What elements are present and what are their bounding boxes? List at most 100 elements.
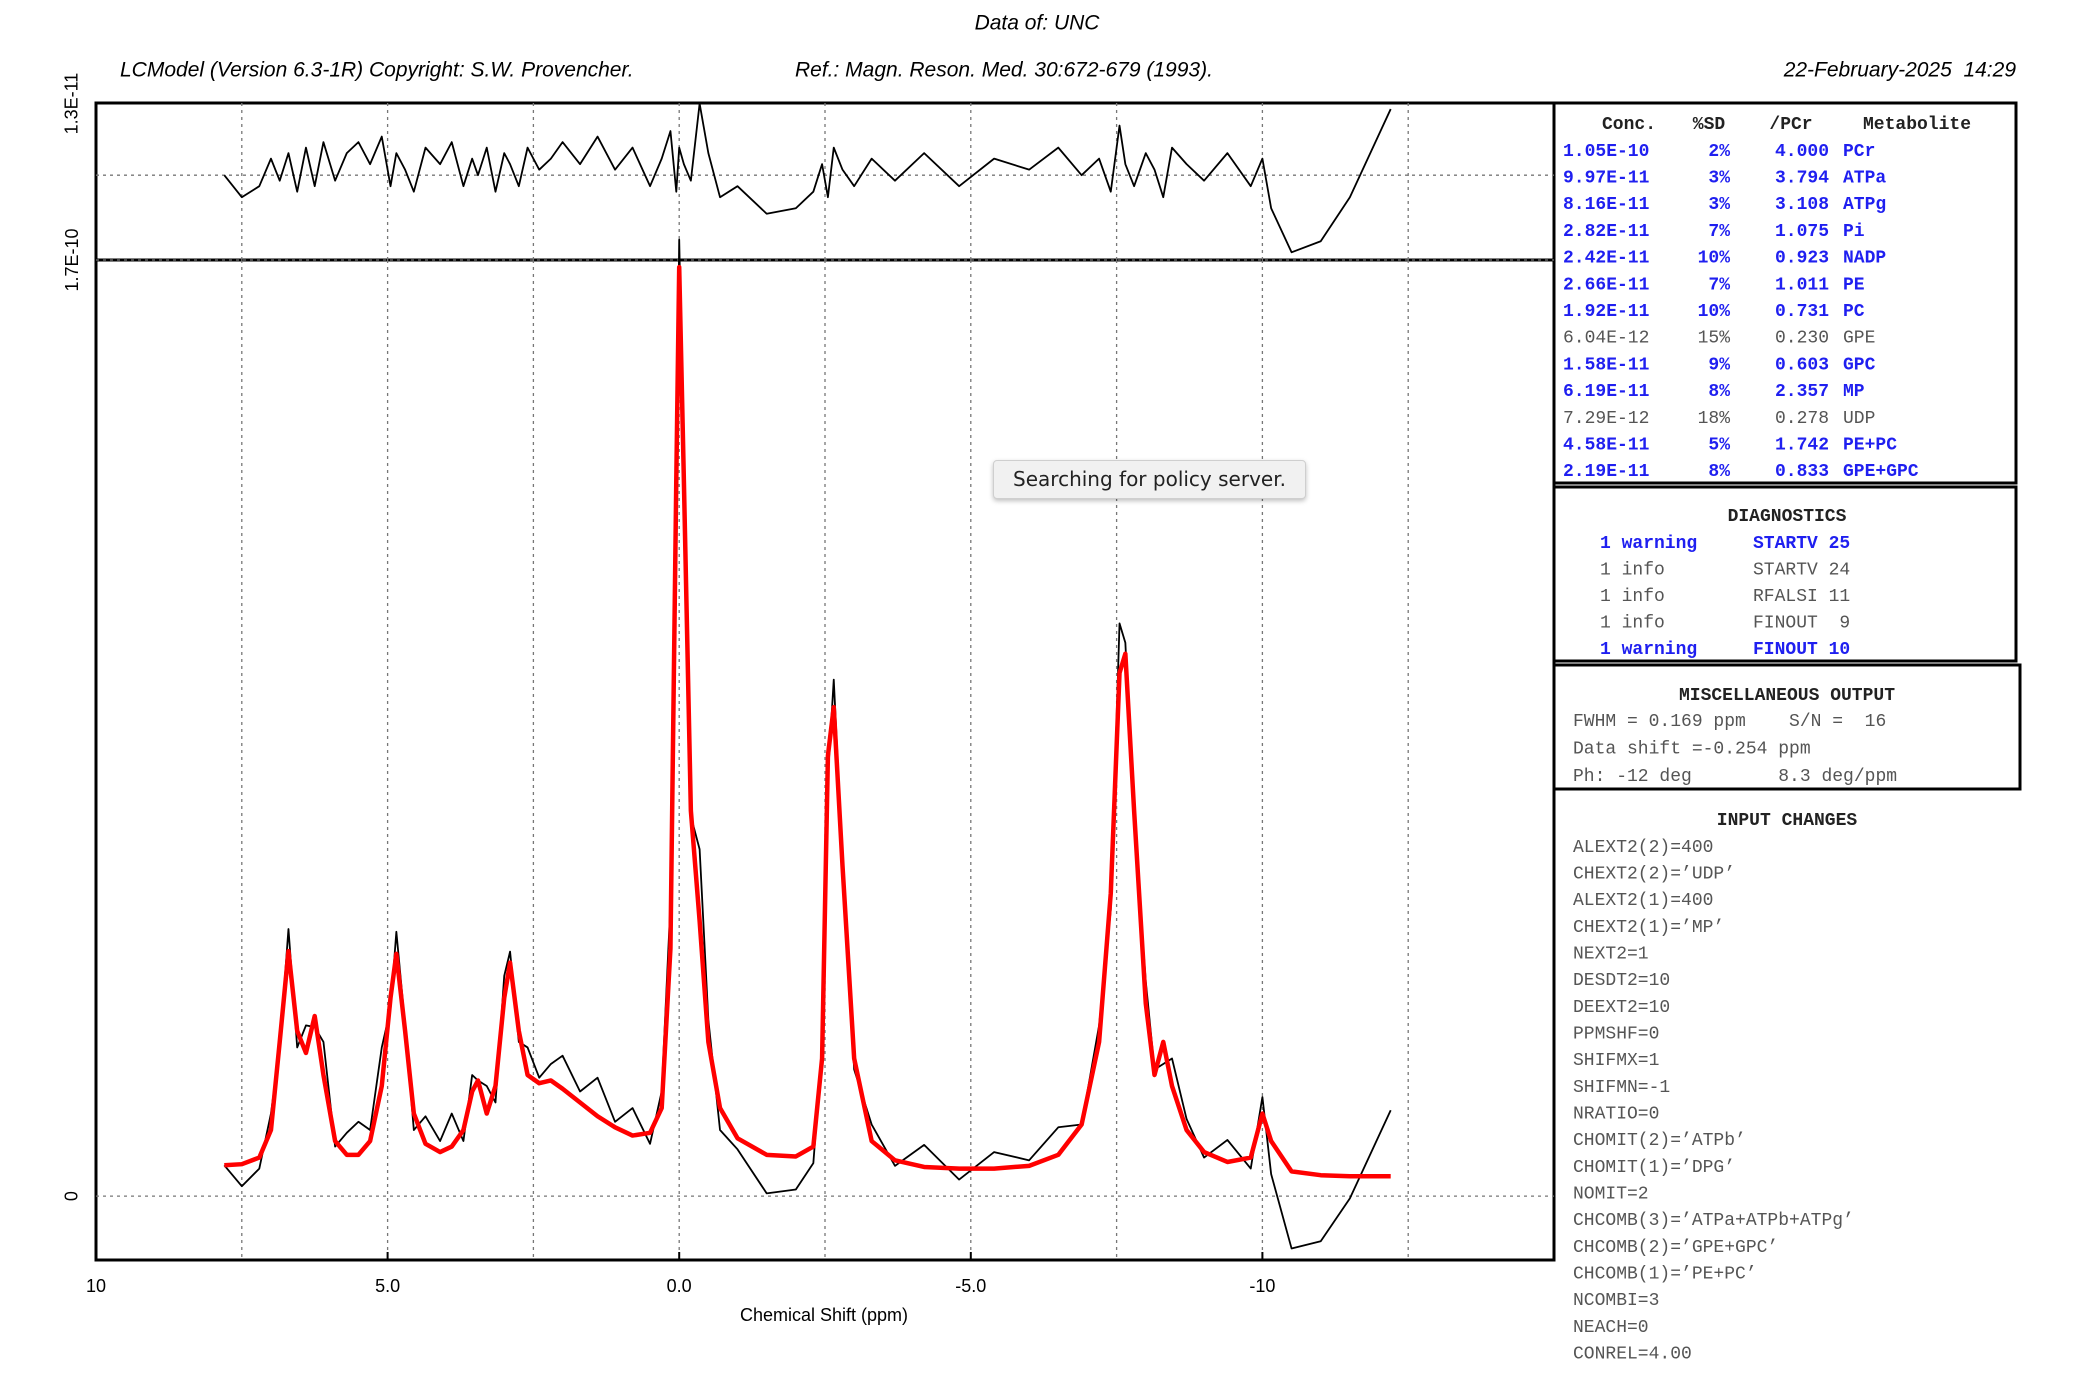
x-tick-label: -10 bbox=[1249, 1276, 1275, 1296]
table-cell: 4.000 bbox=[1775, 142, 1829, 162]
table-cell: 2.357 bbox=[1775, 382, 1829, 402]
table-cell: 6.04E-12 bbox=[1563, 329, 1649, 349]
table-cell: 7% bbox=[1708, 275, 1730, 295]
input-change: PPMSHF=0 bbox=[1573, 1024, 1659, 1044]
x-tick-label: 10 bbox=[86, 1276, 106, 1296]
date: 22-February-2025 14:29 bbox=[1783, 59, 2017, 82]
misc-line: FWHM = 0.169 ppm S/N = 16 bbox=[1573, 712, 1886, 732]
table-cell: 0.833 bbox=[1775, 462, 1829, 482]
misc-box bbox=[1552, 663, 2022, 791]
table-cell: GPC bbox=[1843, 355, 1876, 375]
table-cell: 1.05E-10 bbox=[1563, 142, 1649, 162]
input-change: CHEXT2(1)=’MP’ bbox=[1573, 918, 1724, 938]
diagnostic-count: 1 info bbox=[1600, 614, 1665, 634]
table-cell: 0.923 bbox=[1775, 249, 1829, 269]
tooltip: Searching for policy server. bbox=[993, 460, 1306, 499]
table-cell: 3% bbox=[1708, 168, 1730, 188]
input-change: SHIFMX=1 bbox=[1573, 1051, 1659, 1071]
x-tick-label: -5.0 bbox=[955, 1276, 986, 1296]
table-header: Conc. bbox=[1602, 115, 1656, 135]
metabolite-box bbox=[1552, 101, 2018, 485]
table-cell: 5% bbox=[1708, 435, 1730, 455]
table-cell: Pi bbox=[1843, 222, 1865, 242]
diagnostic-code: FINOUT 10 bbox=[1753, 640, 1850, 660]
table-cell: GPE+GPC bbox=[1843, 462, 1919, 482]
input-change: CHOMIT(2)=’ATPb’ bbox=[1573, 1131, 1746, 1151]
table-cell: GPE bbox=[1843, 329, 1875, 349]
x-tick-label: 0.0 bbox=[667, 1276, 692, 1296]
copyright: LCModel (Version 6.3-1R) Copyright: S.W.… bbox=[120, 59, 634, 82]
input-change: CHOMIT(1)=’DPG’ bbox=[1573, 1158, 1735, 1178]
table-cell: PCr bbox=[1843, 142, 1875, 162]
input-change: CHCOMB(3)=’ATPa+ATPb+ATPg’ bbox=[1573, 1211, 1854, 1231]
table-cell: 18% bbox=[1698, 409, 1731, 429]
data-of: Data of: UNC bbox=[975, 12, 1101, 35]
table-cell: 3% bbox=[1708, 195, 1730, 215]
x-axis-label: Chemical Shift (ppm) bbox=[740, 1305, 908, 1325]
diagnostic-count: 1 warning bbox=[1600, 640, 1697, 660]
input-change: CHEXT2(2)=’UDP’ bbox=[1573, 864, 1735, 884]
input-change: NEXT2=1 bbox=[1573, 944, 1649, 964]
diagnostics-box bbox=[1552, 485, 2018, 663]
table-cell: 1.58E-11 bbox=[1563, 355, 1650, 375]
spectrum-line bbox=[223, 102, 1392, 254]
table-cell: 2.19E-11 bbox=[1563, 462, 1650, 482]
table-cell: 10% bbox=[1698, 302, 1731, 322]
diagnostics-title: DIAGNOSTICS bbox=[1728, 507, 1847, 527]
table-header: /PCr bbox=[1769, 115, 1812, 135]
input-change: SHIFMN=-1 bbox=[1573, 1078, 1670, 1098]
table-cell: MP bbox=[1843, 382, 1865, 402]
table-cell: 4.58E-11 bbox=[1563, 435, 1650, 455]
input-changes-title: INPUT CHANGES bbox=[1717, 811, 1858, 831]
table-cell: 0.731 bbox=[1775, 302, 1829, 322]
table-cell: UDP bbox=[1843, 409, 1875, 429]
diagnostic-code: RFALSI 11 bbox=[1753, 587, 1850, 607]
table-cell: 8% bbox=[1708, 462, 1730, 482]
table-cell: 0.230 bbox=[1775, 329, 1829, 349]
misc-line: Data shift =-0.254 ppm bbox=[1573, 739, 1811, 759]
table-cell: ATPg bbox=[1843, 195, 1886, 215]
misc-title: MISCELLANEOUS OUTPUT bbox=[1679, 686, 1895, 706]
table-cell: 0.603 bbox=[1775, 355, 1829, 375]
table-cell: 1.742 bbox=[1775, 435, 1829, 455]
table-cell: 3.794 bbox=[1775, 168, 1829, 188]
table-header: %SD bbox=[1693, 115, 1726, 135]
table-cell: ATPa bbox=[1843, 168, 1886, 188]
input-change: NEACH=0 bbox=[1573, 1318, 1649, 1338]
y-tick-label: 1.7E-10 bbox=[62, 228, 82, 291]
spectrum-line bbox=[223, 238, 1392, 1250]
input-change: DEEXT2=10 bbox=[1573, 998, 1670, 1018]
input-change: NCOMBI=3 bbox=[1573, 1291, 1659, 1311]
y-tick-label: 0 bbox=[62, 1191, 82, 1201]
table-cell: 1.92E-11 bbox=[1563, 302, 1650, 322]
table-cell: 1.011 bbox=[1775, 275, 1829, 295]
input-change: DESDT2=10 bbox=[1573, 971, 1670, 991]
diagnostic-code: STARTV 24 bbox=[1753, 560, 1850, 580]
spectrum-line bbox=[224, 264, 1391, 1179]
diagnostic-count: 1 info bbox=[1600, 587, 1665, 607]
misc-line: Ph: -12 deg 8.3 deg/ppm bbox=[1573, 767, 1897, 787]
input-change: NRATIO=0 bbox=[1573, 1104, 1659, 1124]
table-cell: 8% bbox=[1708, 382, 1730, 402]
table-cell: PE bbox=[1843, 275, 1865, 295]
input-change: CONREL=4.00 bbox=[1573, 1344, 1692, 1364]
table-cell: 15% bbox=[1698, 329, 1731, 349]
table-cell: 0.278 bbox=[1775, 409, 1829, 429]
input-change: CHCOMB(1)=’PE+PC’ bbox=[1573, 1264, 1757, 1284]
table-cell: 9% bbox=[1708, 355, 1730, 375]
input-change: NOMIT=2 bbox=[1573, 1184, 1649, 1204]
table-cell: 3.108 bbox=[1775, 195, 1829, 215]
y-tick-label: 1.3E-11 bbox=[62, 73, 82, 135]
table-cell: 2.66E-11 bbox=[1563, 275, 1650, 295]
diagnostic-count: 1 warning bbox=[1600, 534, 1697, 554]
input-change: CHCOMB(2)=’GPE+GPC’ bbox=[1573, 1238, 1778, 1258]
table-cell: PE+PC bbox=[1843, 435, 1897, 455]
table-cell: 1.075 bbox=[1775, 222, 1829, 242]
table-cell: 7.29E-12 bbox=[1563, 409, 1649, 429]
table-cell: PC bbox=[1843, 302, 1865, 322]
table-cell: 9.97E-11 bbox=[1563, 168, 1650, 188]
input-change: ALEXT2(1)=400 bbox=[1573, 891, 1713, 911]
x-tick-label: 5.0 bbox=[375, 1276, 400, 1296]
table-cell: 8.16E-11 bbox=[1563, 195, 1650, 215]
